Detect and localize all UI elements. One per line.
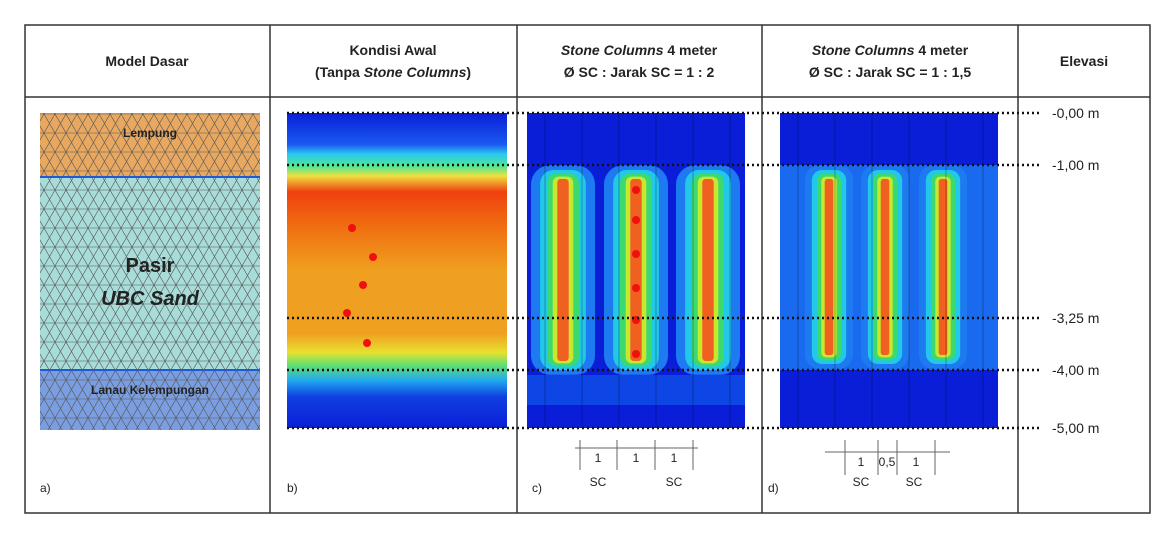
- header-text: Stone Columns 4 meter: [812, 42, 969, 58]
- header-segment: Ø SC : Jarak SC = 1 : 1,5: [809, 64, 971, 80]
- elevation-label: -0,00 m: [1052, 105, 1099, 121]
- contour-sc-1-2: [527, 113, 745, 428]
- header-segment: Kondisi Awal: [349, 42, 436, 58]
- point: [632, 216, 640, 224]
- column-contour: [938, 179, 948, 355]
- header-segment: Stone Columns: [364, 64, 467, 80]
- elevation-label: -5,00 m: [1052, 420, 1099, 436]
- point: [632, 350, 640, 358]
- dimension-label: 1: [595, 451, 602, 465]
- table-border: [24, 24, 1151, 514]
- layer-label: UBC Sand: [101, 288, 200, 310]
- column-contour: [880, 179, 890, 355]
- header-segment: (Tanpa: [315, 64, 364, 80]
- point: [632, 284, 640, 292]
- dimension-label: SC: [906, 475, 923, 489]
- headers: Model Dasar Kondisi Awal (Tanpa Stone Colu…: [105, 42, 1108, 80]
- dimension-label: SC: [666, 475, 683, 489]
- elevation-label: -1,00 m: [1052, 157, 1099, 173]
- column-contour: [824, 179, 834, 355]
- panel-label: b): [287, 481, 298, 495]
- header-text: (Tanpa Stone Columns): [315, 64, 471, 80]
- dimension-lines: [575, 440, 950, 475]
- header-text: Stone Columns 4 meter: [561, 42, 718, 58]
- header-text: Model Dasar: [105, 53, 189, 69]
- dimension-label: 1: [913, 455, 920, 469]
- model-panel: Lempung Pasir UBC Sand Lanau Kelempungan: [40, 113, 260, 430]
- header-segment: Stone Columns: [812, 42, 915, 58]
- elevation-label: -3,25 m: [1052, 310, 1099, 326]
- layer-label: Pasir: [126, 255, 175, 277]
- elevation-label: -4,00 m: [1052, 362, 1099, 378]
- dimension-label: SC: [590, 475, 607, 489]
- contour-sc-1-1-5: [780, 113, 998, 428]
- header-segment: 4 meter: [663, 42, 717, 58]
- header-segment: Model Dasar: [105, 53, 189, 69]
- header-text: Elevasi: [1060, 53, 1108, 69]
- header-segment: Ø SC : Jarak SC = 1 : 2: [564, 64, 715, 80]
- dimension-label: SC: [853, 475, 870, 489]
- point: [632, 250, 640, 258]
- header-text: Ø SC : Jarak SC = 1 : 2: [564, 64, 715, 80]
- panel-label: d): [768, 481, 779, 495]
- header-segment: 4 meter: [914, 42, 968, 58]
- column-contour: [557, 179, 569, 361]
- column-contour: [702, 179, 714, 361]
- layer-label: Lanau Kelempungan: [91, 383, 209, 397]
- panel-label: c): [532, 481, 542, 495]
- header-segment: Stone Columns: [561, 42, 664, 58]
- header-segment: Elevasi: [1060, 53, 1108, 69]
- layer-label: Lempung: [123, 126, 177, 140]
- dimension-label: 1: [671, 451, 678, 465]
- contour-initial: [287, 113, 507, 428]
- dimension-label: 1: [858, 455, 865, 469]
- dimension-label: 0,5: [879, 455, 896, 469]
- header-text: Ø SC : Jarak SC = 1 : 1,5: [809, 64, 971, 80]
- header-segment: ): [466, 64, 471, 80]
- column-dividers: [269, 25, 1019, 513]
- point: [632, 186, 640, 194]
- elevation-lines: [287, 111, 1040, 430]
- panel-label: a): [40, 481, 51, 495]
- header-text: Kondisi Awal: [349, 42, 436, 58]
- column-contour: [630, 179, 642, 361]
- dimension-label: 1: [633, 451, 640, 465]
